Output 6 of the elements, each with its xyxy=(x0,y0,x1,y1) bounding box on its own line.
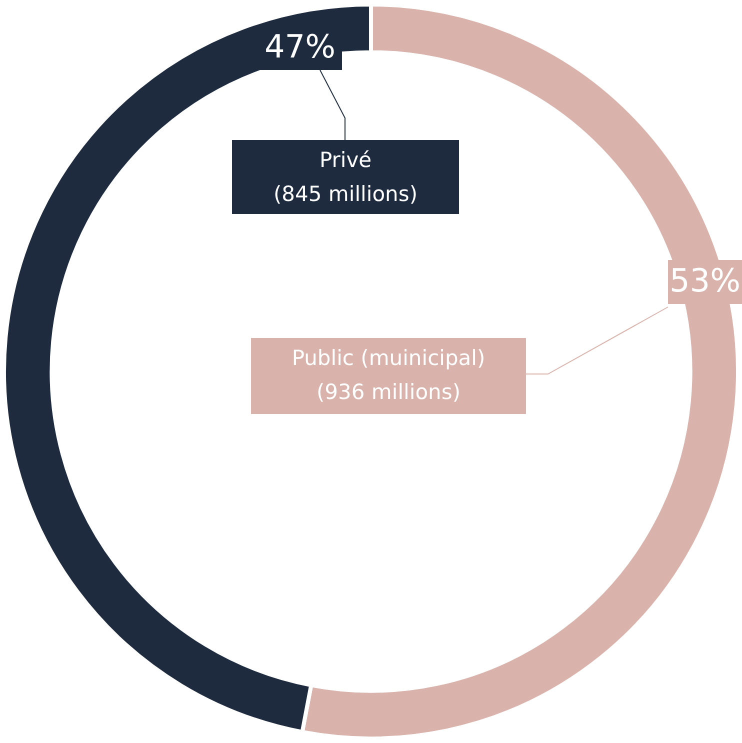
slice-label: Public (muinicipal) xyxy=(251,341,526,375)
slice-label: Privé xyxy=(232,143,459,177)
text: (936 millions) xyxy=(251,375,526,409)
text: (845 millions) xyxy=(232,177,459,211)
data-label: 47% xyxy=(264,27,336,66)
data-label: 53% xyxy=(669,261,741,300)
